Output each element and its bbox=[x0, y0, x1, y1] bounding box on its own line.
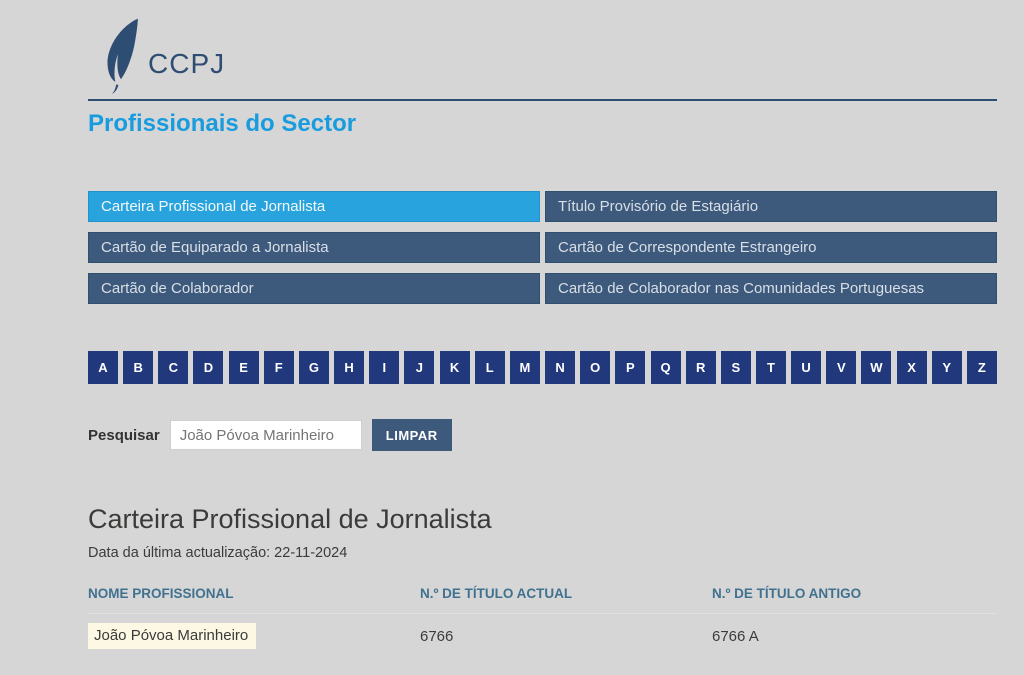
alphabet-letter-i[interactable]: I bbox=[369, 351, 400, 384]
tab-carteira-profissional-jornalista[interactable]: Carteira Profissional de Jornalista bbox=[88, 191, 540, 222]
results-table: NOME PROFISSIONAL N.º DE TÍTULO ACTUAL N… bbox=[88, 586, 997, 649]
column-header-titulo-actual: N.º DE TÍTULO ACTUAL bbox=[420, 586, 573, 601]
brand-logo-text: CCPJ bbox=[148, 48, 226, 79]
alphabet-letter-h[interactable]: H bbox=[334, 351, 365, 384]
clear-search-button[interactable]: LIMPAR bbox=[371, 419, 452, 451]
header-divider bbox=[88, 99, 997, 101]
tab-cartao-colaborador-comunidades[interactable]: Cartão de Colaborador nas Comunidades Po… bbox=[545, 273, 997, 304]
alphabet-filter: A B C D E F G H I J K L M N O P Q R S T … bbox=[88, 351, 997, 384]
alphabet-letter-a[interactable]: A bbox=[88, 351, 118, 384]
search-row: Pesquisar LIMPAR bbox=[88, 419, 452, 451]
alphabet-letter-b[interactable]: B bbox=[123, 351, 154, 384]
alphabet-letter-w[interactable]: W bbox=[861, 351, 892, 384]
alphabet-letter-o[interactable]: O bbox=[580, 351, 611, 384]
alphabet-letter-m[interactable]: M bbox=[509, 351, 540, 384]
alphabet-letter-t[interactable]: T bbox=[755, 351, 786, 384]
column-header-titulo-antigo: N.º DE TÍTULO ANTIGO bbox=[712, 586, 862, 601]
alphabet-letter-n[interactable]: N bbox=[545, 351, 576, 384]
alphabet-letter-p[interactable]: P bbox=[615, 351, 646, 384]
alphabet-letter-f[interactable]: F bbox=[263, 351, 294, 384]
category-tabs: Carteira Profissional de Jornalista Títu… bbox=[88, 191, 997, 304]
alphabet-letter-z[interactable]: Z bbox=[966, 351, 997, 384]
alphabet-letter-u[interactable]: U bbox=[791, 351, 822, 384]
quill-feather-icon bbox=[107, 18, 138, 94]
search-input[interactable] bbox=[169, 420, 362, 450]
table-row: João Póvoa Marinheiro 6766 6766 A bbox=[88, 614, 997, 649]
results-heading: Carteira Profissional de Jornalista bbox=[88, 504, 492, 534]
alphabet-letter-j[interactable]: J bbox=[404, 351, 435, 384]
alphabet-letter-q[interactable]: Q bbox=[650, 351, 681, 384]
alphabet-letter-k[interactable]: K bbox=[439, 351, 470, 384]
alphabet-letter-x[interactable]: X bbox=[896, 351, 927, 384]
alphabet-letter-r[interactable]: R bbox=[685, 351, 716, 384]
tab-cartao-correspondente-estrangeiro[interactable]: Cartão de Correspondente Estrangeiro bbox=[545, 232, 997, 263]
alphabet-letter-c[interactable]: C bbox=[158, 351, 189, 384]
alphabet-letter-y[interactable]: Y bbox=[931, 351, 962, 384]
table-divider bbox=[88, 613, 997, 614]
tab-titulo-provisorio-estagiario[interactable]: Título Provisório de Estagiário bbox=[545, 191, 997, 222]
column-header-nome-profissional: NOME PROFISSIONAL bbox=[88, 586, 234, 601]
last-update-date: Data da última actualização: 22-11-2024 bbox=[88, 545, 348, 561]
tab-cartao-colaborador[interactable]: Cartão de Colaborador bbox=[88, 273, 540, 304]
alphabet-letter-g[interactable]: G bbox=[298, 351, 329, 384]
search-label: Pesquisar bbox=[88, 426, 160, 444]
results-table-header: NOME PROFISSIONAL N.º DE TÍTULO ACTUAL N… bbox=[88, 586, 997, 613]
professional-name-highlighted: João Póvoa Marinheiro bbox=[88, 623, 257, 649]
alphabet-letter-v[interactable]: V bbox=[826, 351, 857, 384]
page-title: Profissionais do Sector bbox=[88, 110, 357, 137]
old-title-number: 6766 A bbox=[712, 627, 759, 645]
current-title-number: 6766 bbox=[420, 627, 454, 645]
tab-cartao-equiparado-jornalista[interactable]: Cartão de Equiparado a Jornalista bbox=[88, 232, 540, 263]
alphabet-letter-l[interactable]: L bbox=[474, 351, 505, 384]
alphabet-letter-d[interactable]: D bbox=[193, 351, 224, 384]
alphabet-letter-e[interactable]: E bbox=[228, 351, 259, 384]
alphabet-letter-s[interactable]: S bbox=[720, 351, 751, 384]
